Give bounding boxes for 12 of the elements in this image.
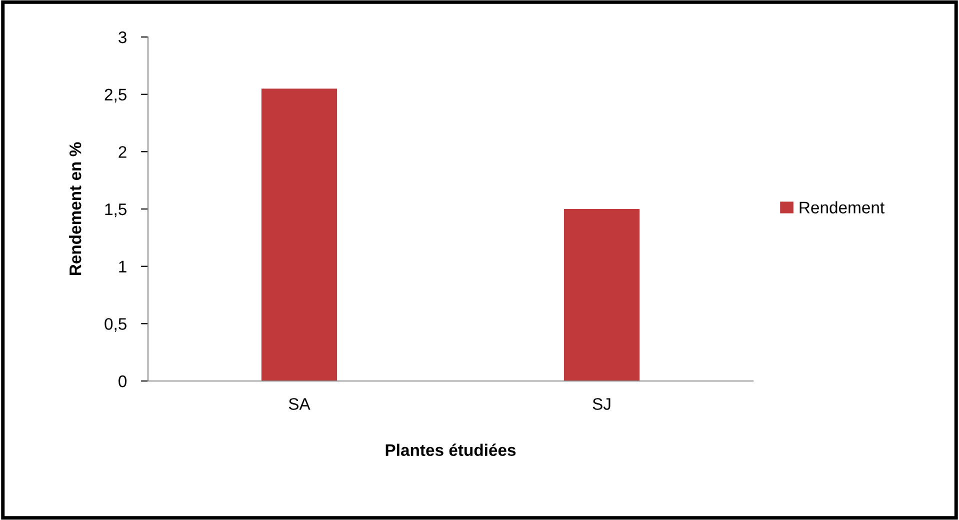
x-tick-label: SA <box>288 398 310 410</box>
y-tick-label: 2,5 <box>104 88 126 103</box>
y-tick-label: 0,5 <box>104 318 126 332</box>
y-tick-label: 1,5 <box>105 204 126 218</box>
y-axis-title: Rendement en % <box>69 142 82 276</box>
y-tick-label: 3 <box>118 31 126 44</box>
y-tick-label: 2 <box>118 146 126 158</box>
legend-label: Rendement <box>800 201 884 214</box>
y-tick-label: 0 <box>118 375 127 388</box>
y-tick-label: 1 <box>119 260 126 272</box>
x-tick-label: SJ <box>592 398 610 410</box>
x-axis-title: Plantes étudiées <box>386 444 516 456</box>
